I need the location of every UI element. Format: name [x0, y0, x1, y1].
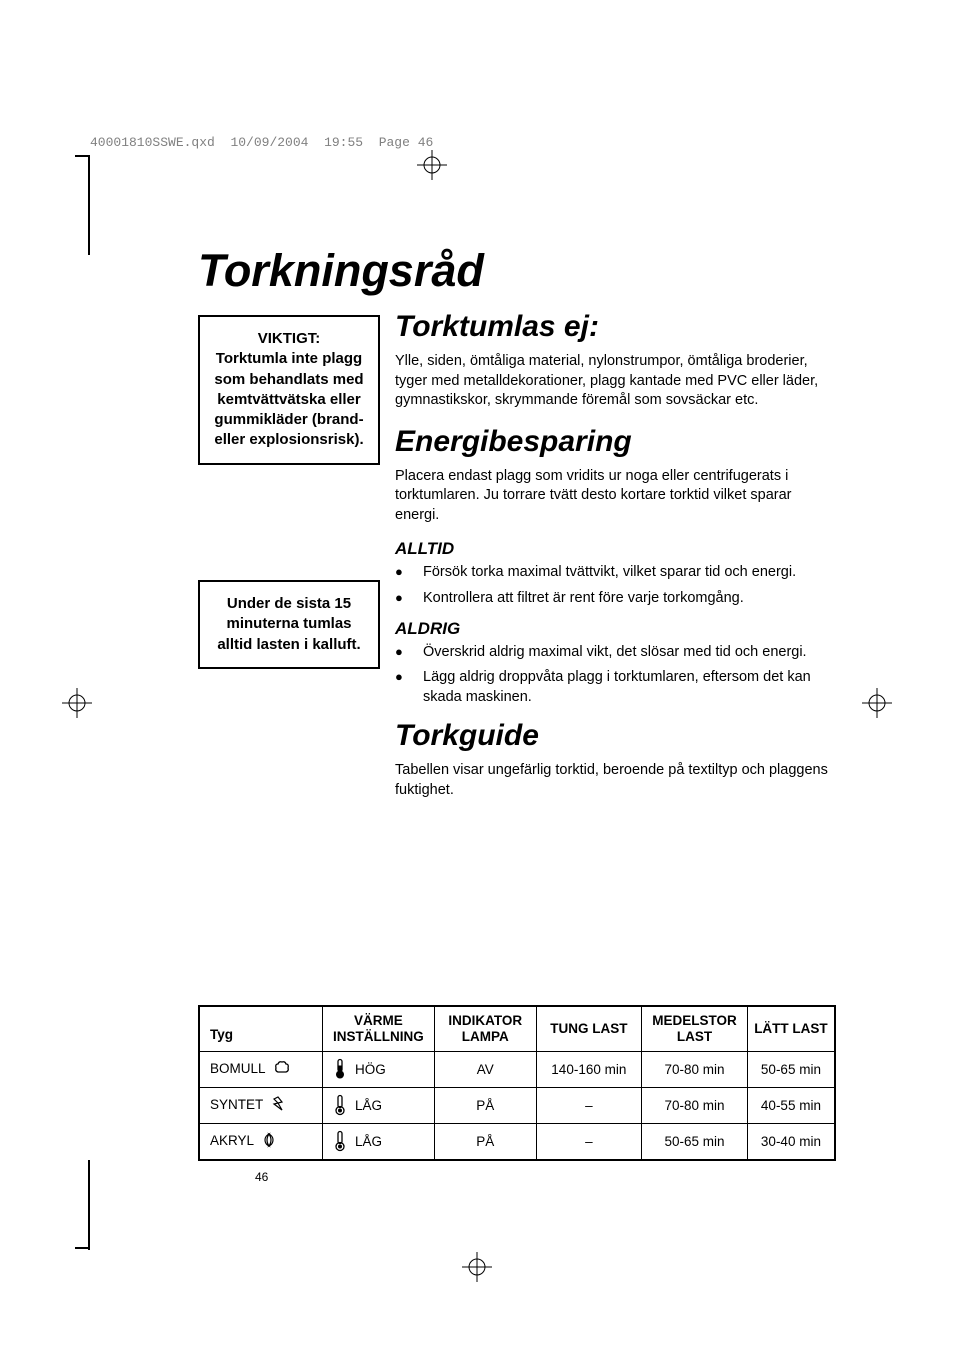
th-medium: MEDELSTOR LAST [642, 1006, 748, 1052]
cell-heat: LÅG [322, 1124, 434, 1160]
registration-target-icon [62, 688, 92, 718]
table-row: BOMULL HÖG AV 140-160 min 70-80 min 50-6… [199, 1052, 835, 1088]
cell-light: 30-40 min [747, 1124, 835, 1160]
section-title-energy: Energibesparing [395, 425, 835, 459]
heat-label: LÅG [355, 1098, 382, 1113]
print-meta: 40001810SSWE.qxd 10/09/2004 19:55 Page 4… [90, 135, 433, 150]
cell-fabric: AKRYL [199, 1124, 322, 1160]
no-tumble-body: Ylle, siden, ömtåliga material, nylonstr… [395, 352, 835, 411]
section-title-no-tumble: Torktumlas ej: [395, 310, 835, 344]
page-number: 46 [255, 1170, 268, 1184]
cell-heavy: 140-160 min [536, 1052, 641, 1088]
warning-label: VIKTIGT: [258, 330, 321, 347]
cell-light: 50-65 min [747, 1052, 835, 1088]
meta-file: 40001810SSWE.qxd [90, 135, 215, 150]
meta-date: 10/09/2004 [230, 135, 308, 150]
note-text: Under de sista 15 minuterna tumlas allti… [217, 595, 360, 653]
list-item: Kontrollera att filtret är rent före var… [395, 589, 835, 609]
heat-low-icon [333, 1093, 347, 1118]
acrylic-icon [261, 1132, 277, 1151]
synthetic-icon [271, 1096, 285, 1115]
crop-mark [88, 1160, 90, 1250]
fabric-label: SYNTET [210, 1097, 263, 1112]
heat-low-icon [333, 1129, 347, 1154]
th-indicator: INDIKATOR LAMPA [434, 1006, 536, 1052]
crop-mark [88, 155, 90, 255]
warning-box: VIKTIGT: Torktumla inte plagg som behand… [198, 315, 380, 465]
table-row: AKRYL LÅG PÅ – 50-65 min 30-40 min [199, 1124, 835, 1160]
warning-text: Torktumla inte plagg som behandlats med … [214, 350, 363, 448]
heat-high-icon [333, 1057, 347, 1082]
cotton-icon [273, 1061, 291, 1078]
registration-target-icon [462, 1252, 492, 1282]
cell-light: 40-55 min [747, 1088, 835, 1124]
table-header-row: Tyg VÄRME INSTÄLLNING INDIKATOR LAMPA TU… [199, 1006, 835, 1052]
cell-heat: HÖG [322, 1052, 434, 1088]
th-heavy: TUNG LAST [536, 1006, 641, 1052]
subtitle-never: ALDRIG [395, 619, 835, 639]
section-title-guide: Torkguide [395, 719, 835, 753]
page-title: Torkningsråd [198, 245, 484, 297]
subtitle-always: ALLTID [395, 539, 835, 559]
never-list: Överskrid aldrig maximal vikt, det slösa… [395, 643, 835, 708]
guide-body: Tabellen visar ungefärlig torktid, beroe… [395, 761, 835, 800]
energy-body: Placera endast plagg som vridits ur noga… [395, 467, 835, 526]
registration-target-icon [862, 688, 892, 718]
heat-label: HÖG [355, 1062, 386, 1077]
cell-fabric: SYNTET [199, 1088, 322, 1124]
th-heat: VÄRME INSTÄLLNING [322, 1006, 434, 1052]
drying-guide-table: Tyg VÄRME INSTÄLLNING INDIKATOR LAMPA TU… [198, 1005, 836, 1161]
note-box: Under de sista 15 minuterna tumlas allti… [198, 580, 380, 669]
th-light: LÄTT LAST [747, 1006, 835, 1052]
th-fabric: Tyg [199, 1006, 322, 1052]
content-column: Torktumlas ej: Ylle, siden, ömtåliga mat… [395, 310, 835, 814]
cell-indicator: AV [434, 1052, 536, 1088]
always-list: Försök torka maximal tvättvikt, vilket s… [395, 563, 835, 608]
cell-fabric: BOMULL [199, 1052, 322, 1088]
meta-time: 19:55 [324, 135, 363, 150]
fabric-label: AKRYL [210, 1133, 254, 1148]
cell-medium: 70-80 min [642, 1052, 748, 1088]
meta-page: Page 46 [379, 135, 434, 150]
fabric-label: BOMULL [210, 1061, 265, 1076]
list-item: Överskrid aldrig maximal vikt, det slösa… [395, 643, 835, 663]
cell-medium: 50-65 min [642, 1124, 748, 1160]
list-item: Lägg aldrig droppvåta plagg i torktumlar… [395, 668, 835, 707]
table-row: SYNTET LÅG PÅ – 70-80 min 40-55 min [199, 1088, 835, 1124]
cell-indicator: PÅ [434, 1088, 536, 1124]
registration-target-icon [417, 150, 447, 180]
cell-medium: 70-80 min [642, 1088, 748, 1124]
cell-heat: LÅG [322, 1088, 434, 1124]
cell-heavy: – [536, 1088, 641, 1124]
list-item: Försök torka maximal tvättvikt, vilket s… [395, 563, 835, 583]
heat-label: LÅG [355, 1134, 382, 1149]
cell-indicator: PÅ [434, 1124, 536, 1160]
cell-heavy: – [536, 1124, 641, 1160]
